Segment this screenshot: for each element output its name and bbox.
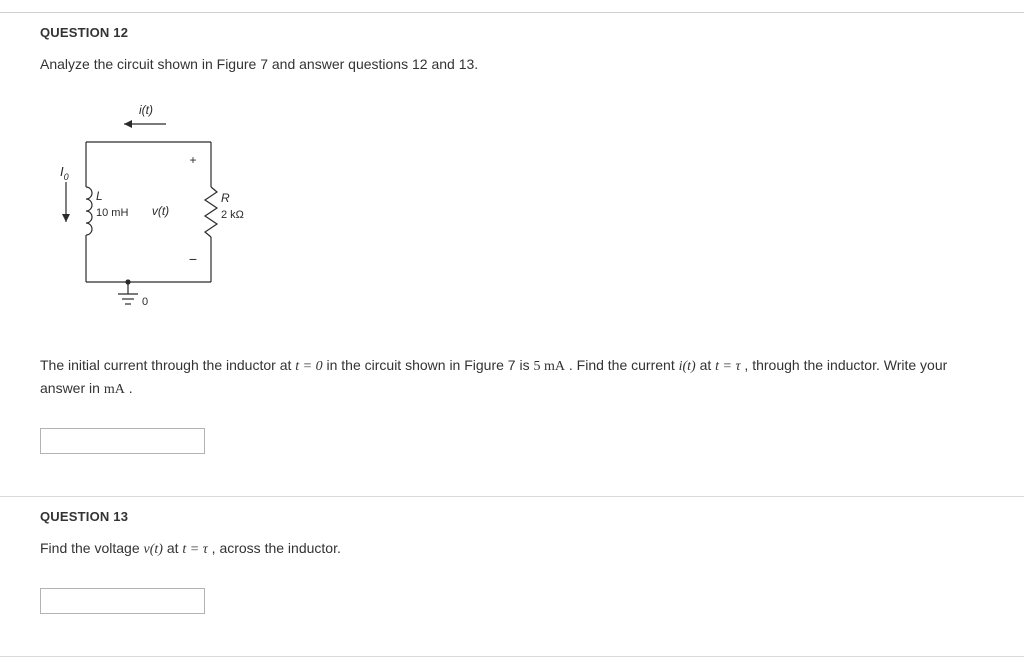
q12-text: at <box>700 357 716 373</box>
question-13-block: QUESTION 13 Find the voltage v(t) at t =… <box>0 497 1024 634</box>
svg-text:0: 0 <box>142 296 148 308</box>
svg-text:v(t): v(t) <box>152 204 169 218</box>
answer-input-q12[interactable] <box>40 428 205 454</box>
q13-text: , across the inductor. <box>212 540 341 556</box>
svg-text:2 kΩ: 2 kΩ <box>221 209 244 221</box>
svg-text:−: − <box>189 251 197 267</box>
q12-func1: i(t) <box>679 359 696 374</box>
q13-func1: v(t) <box>144 542 163 557</box>
q13-text: at <box>167 540 183 556</box>
question-12-prompt: The initial current through the inductor… <box>40 355 996 400</box>
q12-text: The initial current through the inductor… <box>40 357 295 373</box>
q12-text: . <box>129 380 133 396</box>
q13-text: Find the voltage <box>40 540 144 556</box>
bottom-divider <box>0 656 1024 657</box>
q13-eq1: t = τ <box>182 542 207 557</box>
question-12-header: QUESTION 12 <box>40 25 996 40</box>
circuit-figure: i(t) I0 L 10 mH v(t) + − R 2 kΩ 0 <box>46 92 996 325</box>
q12-text: . Find the current <box>569 357 679 373</box>
svg-text:R: R <box>221 191 230 205</box>
q12-eq2: t = τ <box>715 359 740 374</box>
svg-text:i(t): i(t) <box>139 103 153 117</box>
question-12-block: QUESTION 12 Analyze the circuit shown in… <box>0 13 1024 474</box>
answer-input-q13[interactable] <box>40 588 205 614</box>
q12-val1: 5 mA <box>533 359 565 374</box>
question-13-prompt: Find the voltage v(t) at t = τ , across … <box>40 538 996 560</box>
svg-text:I0: I0 <box>60 164 69 182</box>
q12-text: in the circuit shown in Figure 7 is <box>327 357 534 373</box>
svg-text:+: + <box>189 153 196 167</box>
q12-eq1: t = 0 <box>295 359 322 374</box>
question-13-header: QUESTION 13 <box>40 509 996 524</box>
svg-text:L: L <box>96 189 103 203</box>
q12-unit: mA <box>104 382 125 397</box>
question-12-intro: Analyze the circuit shown in Figure 7 an… <box>40 54 996 74</box>
svg-text:10 mH: 10 mH <box>96 207 128 219</box>
